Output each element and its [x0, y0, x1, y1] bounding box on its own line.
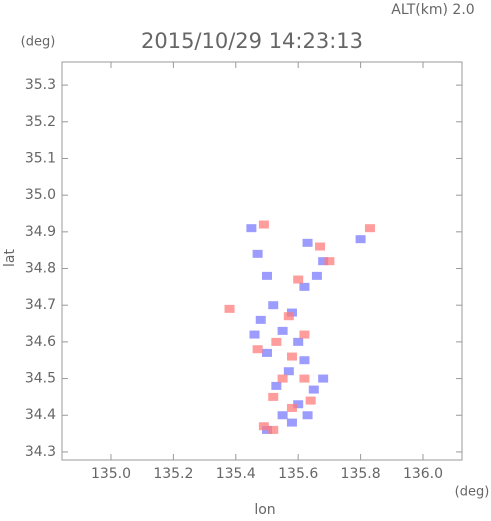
echo-point	[355, 235, 366, 244]
echo-point	[277, 411, 288, 420]
y-tick-label: 35.0	[25, 187, 56, 203]
y-tick-label: 34.5	[25, 371, 56, 387]
y-tick-label: 34.3	[25, 444, 56, 460]
echo-point	[246, 224, 257, 233]
echo-point	[286, 418, 297, 427]
echo-point	[299, 330, 310, 339]
echo-point	[283, 367, 294, 376]
echo-point	[311, 271, 322, 280]
echo-point	[293, 400, 304, 409]
echo-point	[286, 352, 297, 361]
echo-point	[258, 422, 269, 431]
echo-point	[249, 330, 260, 339]
echo-point	[252, 249, 263, 258]
echo-point	[277, 326, 288, 335]
echo-point	[293, 275, 304, 284]
echo-point	[268, 425, 279, 434]
echo-point	[261, 271, 272, 280]
x-axis-label: lon	[254, 502, 275, 518]
echo-point	[324, 257, 335, 266]
echo-point	[315, 242, 326, 251]
echo-point	[318, 374, 329, 383]
echo-point	[299, 356, 310, 365]
echo-point	[268, 392, 279, 401]
echo-point	[286, 403, 297, 412]
echo-point	[255, 315, 266, 324]
echo-point	[271, 381, 282, 390]
y-tick-label: 34.6	[25, 334, 56, 350]
x-tick-label: 135.0	[91, 466, 131, 482]
y-tick-label: 34.4	[25, 407, 56, 423]
x-tick-label: 135.2	[153, 466, 193, 482]
echo-point	[318, 257, 329, 266]
echo-point	[299, 282, 310, 291]
x-tick-label: 135.6	[278, 466, 318, 482]
echo-point	[258, 220, 269, 229]
echo-point	[364, 224, 375, 233]
y-tick-label: 34.8	[25, 261, 56, 277]
echo-point	[268, 301, 279, 310]
x-unit: (deg)	[455, 485, 490, 500]
echo-point	[277, 374, 288, 383]
echo-point	[305, 396, 316, 405]
y-tick-label: 35.3	[25, 77, 56, 93]
echo-point	[302, 238, 313, 247]
altitude-label: ALT(km) 2.0	[391, 2, 474, 18]
echo-point	[252, 345, 263, 354]
echo-point	[261, 348, 272, 357]
x-tick-label: 135.8	[341, 466, 381, 482]
y-unit: (deg)	[21, 35, 56, 50]
y-tick-label: 34.7	[25, 297, 56, 313]
y-tick-label: 35.2	[25, 114, 56, 130]
echo-point	[271, 337, 282, 346]
chart-title: 2015/10/29 14:23:13	[141, 29, 363, 53]
echo-point	[293, 337, 304, 346]
echo-point	[283, 312, 294, 321]
y-axis-label: lat	[2, 249, 18, 267]
echo-point	[299, 374, 310, 383]
echo-point	[308, 385, 319, 394]
echo-point	[224, 304, 235, 313]
x-tick-label: 136.0	[403, 466, 443, 482]
x-tick-label: 135.4	[216, 466, 256, 482]
y-tick-label: 35.1	[25, 150, 56, 166]
echo-point	[302, 411, 313, 420]
y-tick-label: 34.9	[25, 224, 56, 240]
plot-frame	[61, 61, 463, 461]
